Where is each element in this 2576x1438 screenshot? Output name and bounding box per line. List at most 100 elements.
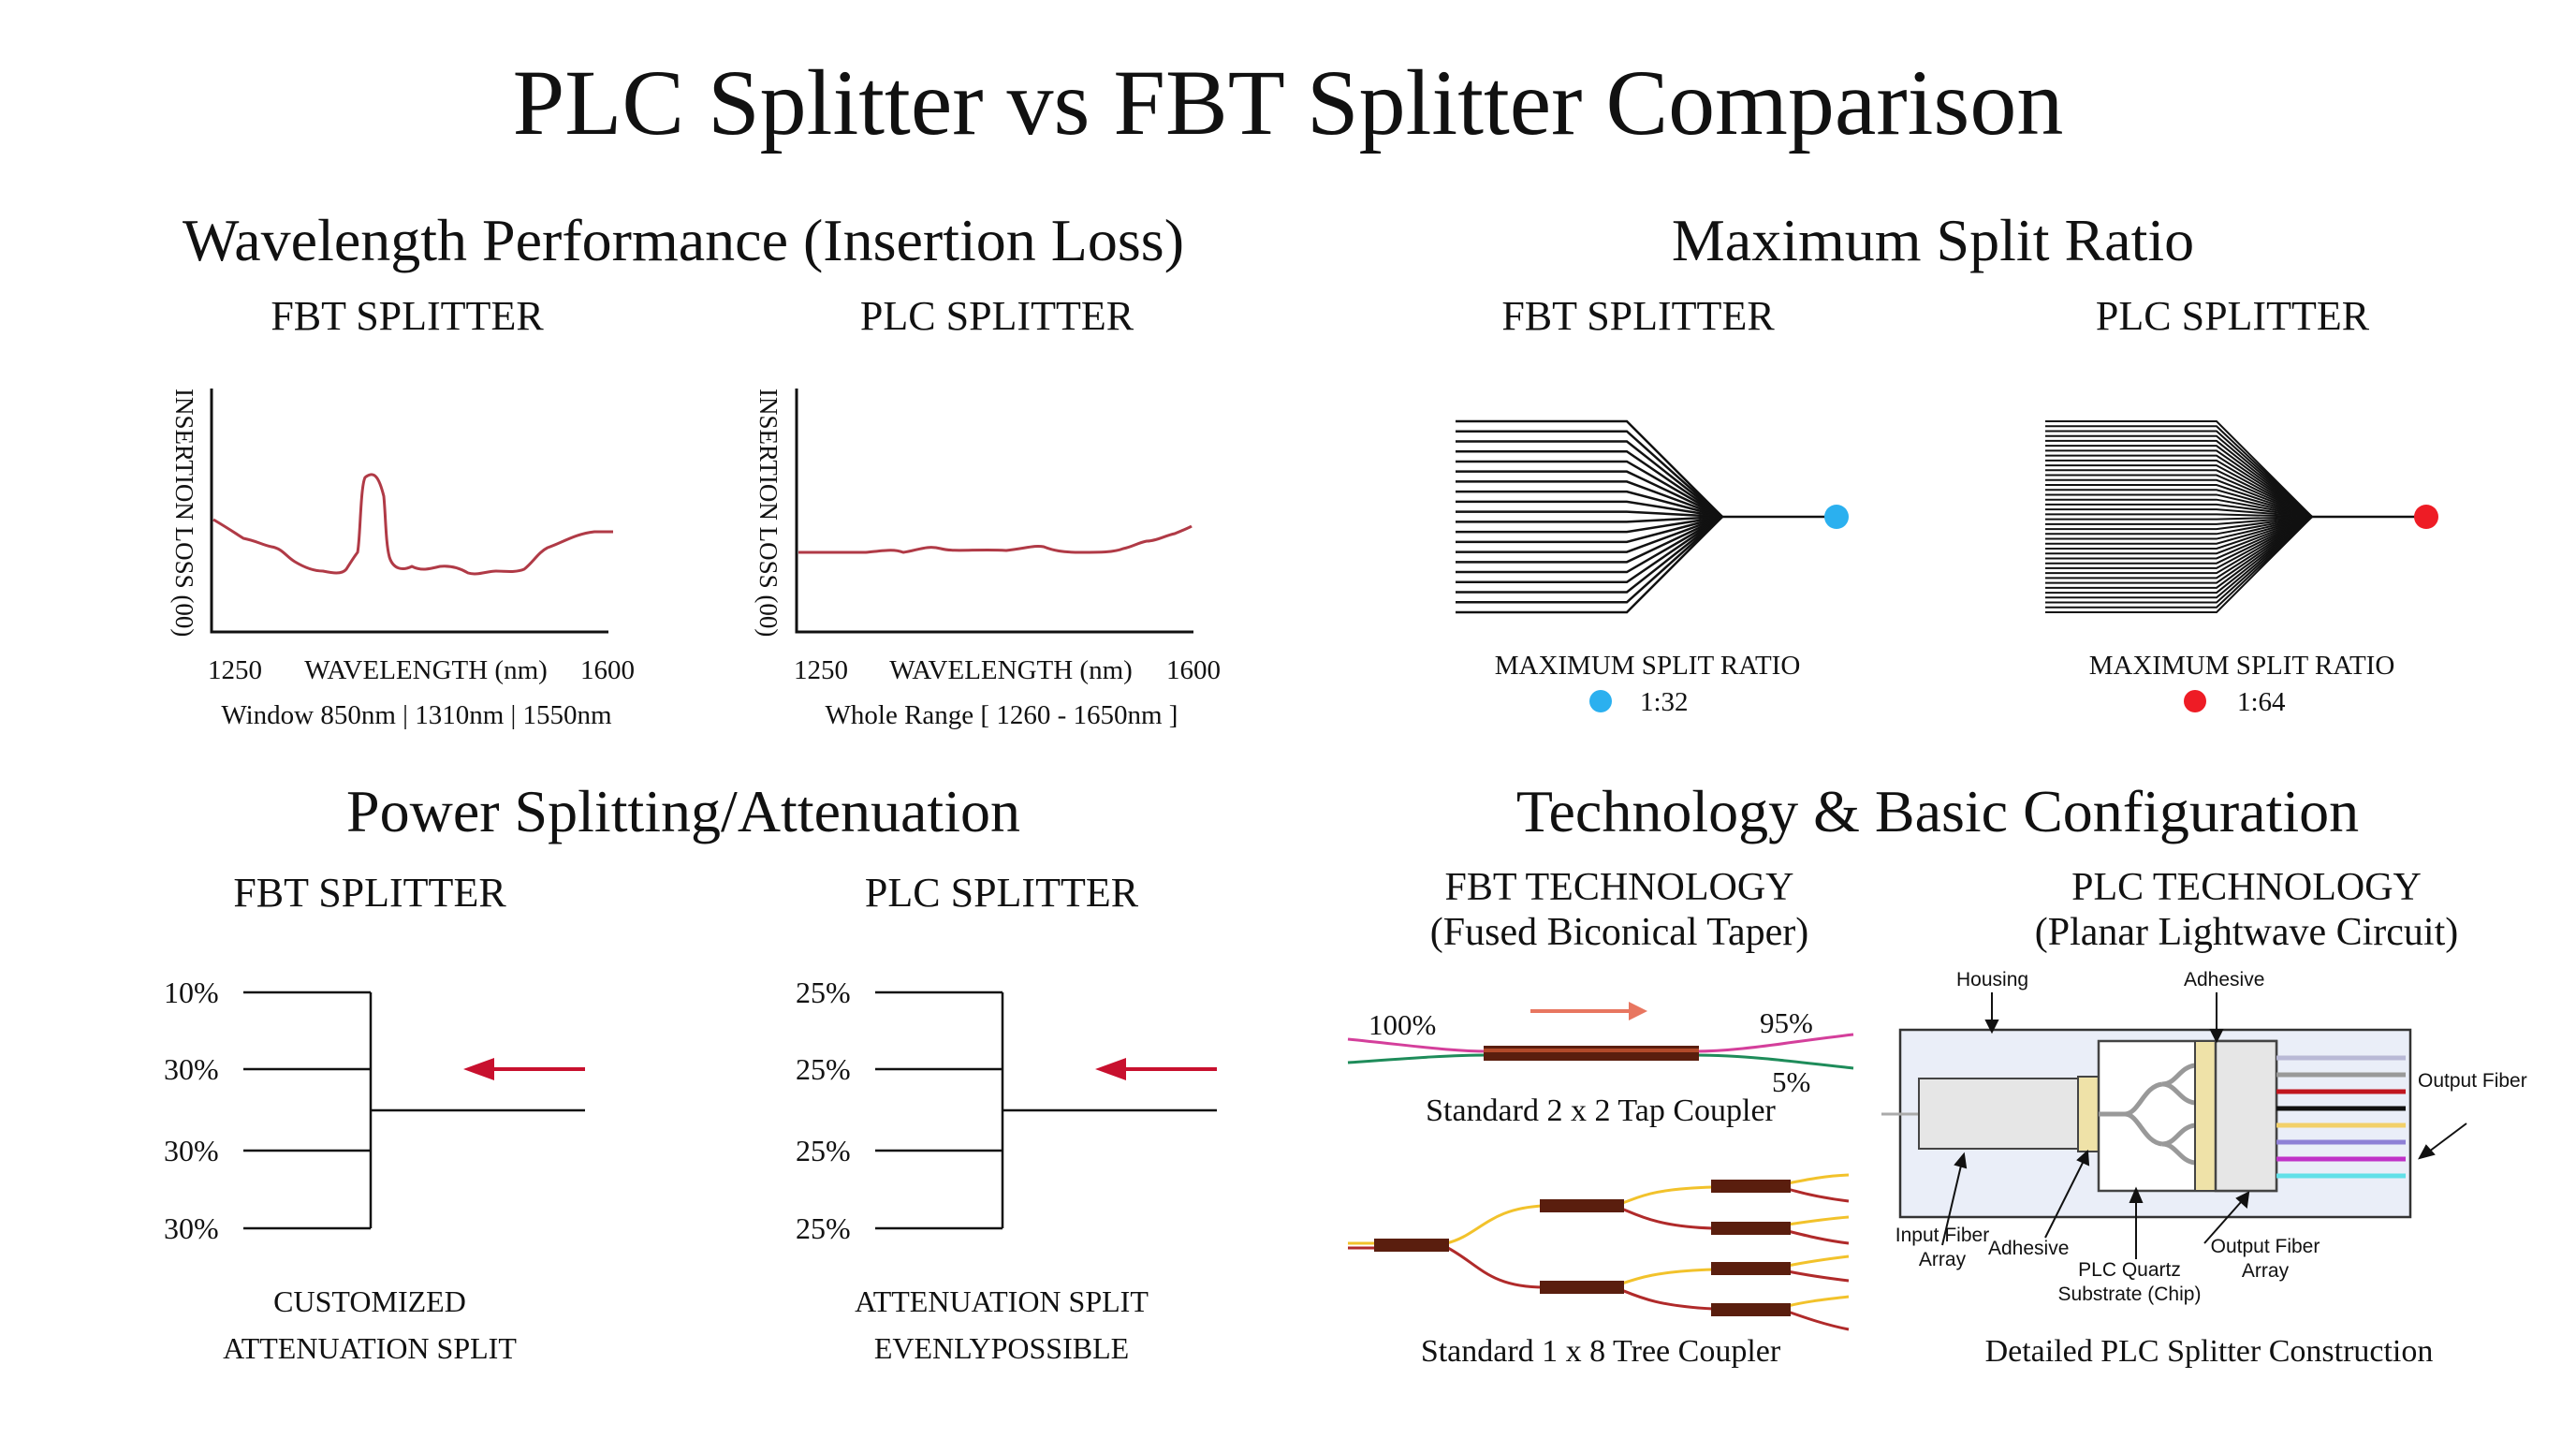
plc-split-fiber-line xyxy=(2045,449,2313,518)
split-plc-label: PLC SPLITTER xyxy=(2095,293,2370,339)
plc-percent-1: 25% xyxy=(796,976,851,1009)
plc-split-fiber-line xyxy=(2045,516,2313,599)
split-fbt-label: FBT SPLITTER xyxy=(1501,293,1775,339)
plc-output-fiber-array xyxy=(2214,1039,2278,1193)
plc-split-ratio: 1:64 xyxy=(2237,687,2286,717)
tap-input-percent: 100% xyxy=(1368,1008,1437,1041)
fbt-split-fiber-line xyxy=(1456,510,1723,519)
plc-power-caption-2: EVENLYPOSSIBLE xyxy=(873,1331,1130,1365)
tap-coupler-body xyxy=(1484,1046,1699,1061)
plc-split-fiber-line xyxy=(2045,425,2313,518)
fbt-tech-subtitle: (Fused Biconical Taper) xyxy=(1429,911,1809,954)
fbt-split-fiber-line xyxy=(1456,516,1723,614)
split-ratio-section-title: Maximum Split Ratio xyxy=(1671,207,2195,273)
fbt-split-fiber-line xyxy=(1456,515,1723,534)
plc-split-fiber-line xyxy=(2045,516,2313,594)
fbt-split-fiber-line xyxy=(1456,516,1723,594)
fbt-split-fiber-line xyxy=(1456,440,1723,518)
plc-split-fiber-line xyxy=(2045,434,2313,518)
plc-split-fiber-line xyxy=(2045,516,2313,525)
fbt-split-fiber-line xyxy=(1456,515,1723,553)
fbt-split-fiber-line xyxy=(1456,449,1723,519)
plc-tech-subtitle: (Planar Lightwave Circuit) xyxy=(2034,911,2459,954)
fbt-window-caption: Window 850nm | 1310nm | 1550nm xyxy=(221,700,612,730)
wavelength-plc-label: PLC SPLITTER xyxy=(859,293,1134,339)
fbt-power-caption-1: CUSTOMIZED xyxy=(273,1284,466,1318)
plc-tech-title: PLC TECHNOLOGY xyxy=(2071,866,2422,909)
plc-split-fiber-line xyxy=(2045,484,2313,518)
fbt-chart-axes xyxy=(210,389,608,634)
fbt-split-caption: MAXIMUM SPLIT RATIO xyxy=(1494,651,1801,681)
fbt-split-fiber-line xyxy=(1456,516,1723,604)
plc-split-fiber-line xyxy=(2045,478,2313,518)
plc-xlabel: WAVELENGTH (nm) xyxy=(889,655,1133,685)
plc-split-fiber-line xyxy=(2045,459,2313,518)
plc-split-fiber-line xyxy=(2045,516,2313,550)
plc-power-tree xyxy=(875,990,1217,1230)
plc-output-fibers xyxy=(2276,1055,2406,1179)
plc-percent-2: 25% xyxy=(796,1052,851,1086)
tap-main-percent: 95% xyxy=(1760,1006,1813,1039)
plc-split-fiber-line xyxy=(2045,516,2313,569)
plc-construction-caption: Detailed PLC Splitter Construction xyxy=(1984,1334,2434,1369)
plc-chip-label-1: PLC Quartz xyxy=(2078,1259,2181,1281)
plc-input-array-label-2: Array xyxy=(1918,1249,1967,1270)
plc-split-fiber-line xyxy=(2045,454,2313,518)
fbt-percent-2: 30% xyxy=(164,1052,219,1086)
plc-split-fiber-line xyxy=(2045,516,2313,575)
fbt-power-lines xyxy=(243,990,585,1230)
plc-callout-arrows xyxy=(1941,992,2467,1259)
plc-direction-arrow xyxy=(1095,1058,1217,1080)
fbt-split-fiber-line xyxy=(1456,460,1723,519)
plc-split-fiber-line xyxy=(2045,464,2313,518)
fbt-ratio-dot xyxy=(1589,690,1612,712)
fbt-split-fiber-line xyxy=(1456,430,1723,518)
plc-insertion-loss-chart xyxy=(795,389,1193,634)
plc-split-fiber-line xyxy=(2045,439,2313,518)
plc-housing-label: Housing xyxy=(1956,969,2029,990)
fbt-split-ratio: 1:32 xyxy=(1640,687,1689,717)
fbt-percent-3: 30% xyxy=(164,1134,219,1167)
plc-input-fiber-array xyxy=(1918,1078,2079,1150)
wavelength-section-title: Wavelength Performance (Insertion Loss) xyxy=(182,207,1185,273)
fbt-split-dot xyxy=(1824,505,1849,529)
plc-output-array-label-2: Array xyxy=(2241,1260,2290,1282)
plc-construction-diagram xyxy=(1881,992,2467,1259)
plc-split-fiber-line xyxy=(2045,516,2313,560)
fbt-xmax: 1600 xyxy=(580,655,635,685)
plc-split-fiber-line xyxy=(2045,474,2313,518)
plc-split-fiber-line xyxy=(2045,516,2313,584)
fbt-split-fanout xyxy=(1456,419,1849,614)
plc-split-fiber-line xyxy=(2045,516,2313,555)
plc-adhesive-bottom-label: Adhesive xyxy=(1988,1238,2070,1259)
fbt-split-fiber-line xyxy=(1456,500,1723,519)
tap-coupler-diagram xyxy=(1347,1002,1854,1070)
fbt-power-tree xyxy=(243,990,585,1230)
plc-xmax: 1600 xyxy=(1166,655,1221,685)
plc-adhesive-top-label: Adhesive xyxy=(2184,969,2265,990)
plc-range-caption: Whole Range [ 1260 - 1650nm ] xyxy=(825,700,1178,730)
plc-chart-axes xyxy=(795,389,1193,634)
plc-chip-label-2: Substrate (Chip) xyxy=(2057,1284,2202,1305)
fbt-split-fiber-line xyxy=(1456,419,1723,518)
fbt-percent-1: 10% xyxy=(164,976,219,1009)
fbt-percent-4: 30% xyxy=(164,1211,219,1245)
plc-loss-curve xyxy=(798,524,1193,554)
plc-split-fiber-line xyxy=(2045,498,2313,518)
plc-percent-4: 25% xyxy=(796,1211,851,1245)
plc-split-fiber-line xyxy=(2045,516,2313,580)
plc-input-array-label-1: Input Fiber xyxy=(1895,1225,1990,1246)
fbt-split-fiber-line xyxy=(1456,515,1723,544)
fbt-loss-curve xyxy=(212,473,613,576)
fbt-split-fiber-line xyxy=(1456,515,1723,574)
plc-split-fiber-line xyxy=(2045,516,2313,613)
plc-xmin: 1250 xyxy=(794,655,848,685)
plc-power-lines xyxy=(875,990,1217,1230)
plc-split-fiber-line xyxy=(2045,516,2313,521)
power-plc-label: PLC SPLITTER xyxy=(864,870,1139,916)
fbt-split-fiber-line xyxy=(1456,515,1723,564)
plc-split-fiber-line xyxy=(2045,516,2313,565)
plc-percent-3: 25% xyxy=(796,1134,851,1167)
plc-split-fiber-line xyxy=(2045,469,2313,518)
plc-split-fiber-line xyxy=(2045,516,2313,545)
